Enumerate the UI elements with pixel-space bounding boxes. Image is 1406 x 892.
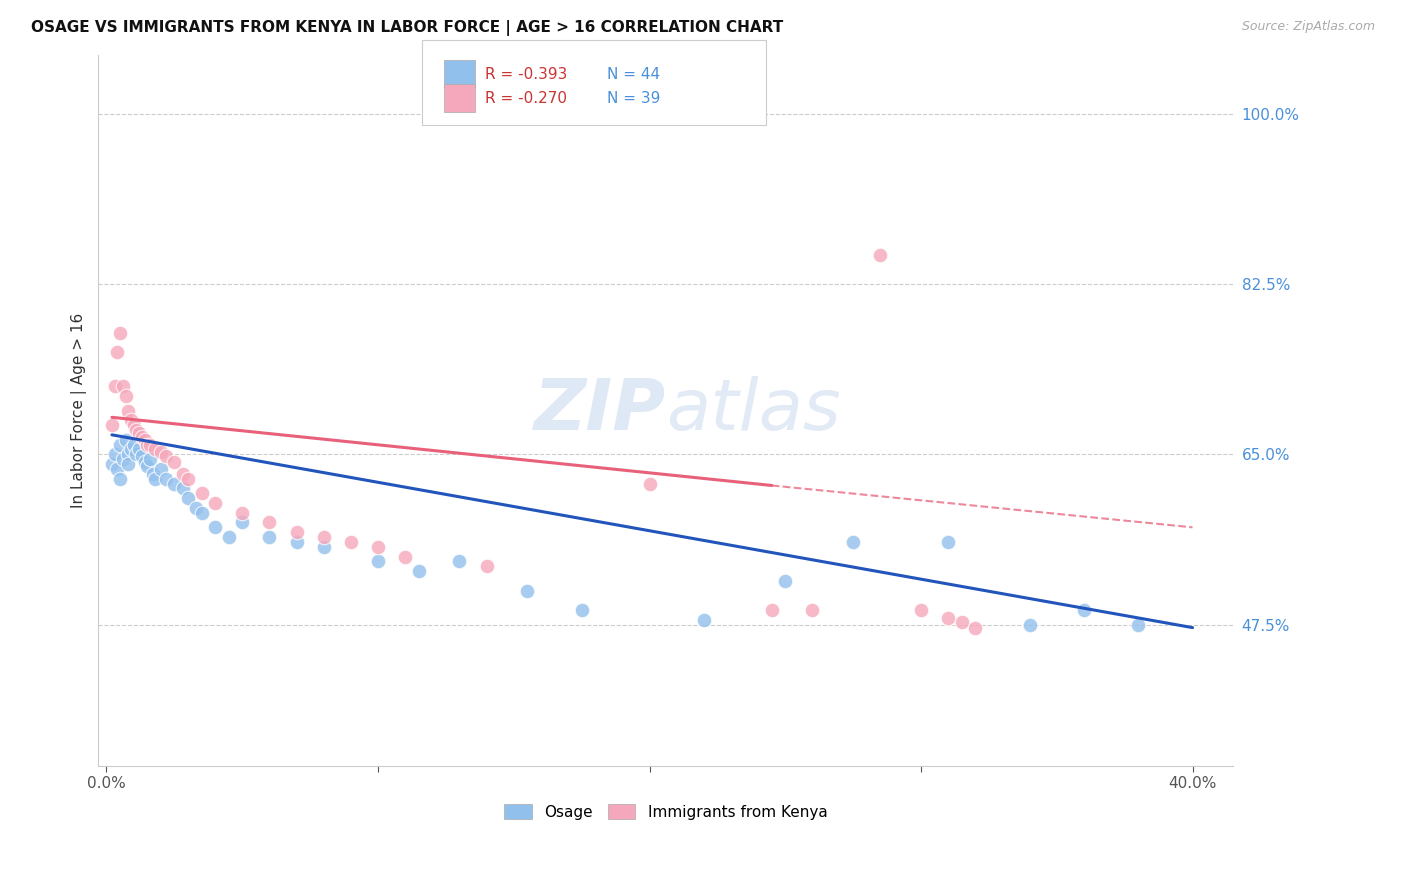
Point (340, 535, 363, 549)
Point (155, 450, 177, 464)
Point (231, 506, 253, 520)
Point (172, 482, 194, 496)
Point (101, 457, 124, 471)
Point (142, 467, 165, 481)
Legend: Osage, Immigrants from Kenya: Osage, Immigrants from Kenya (498, 797, 834, 826)
Point (139, 437, 162, 451)
Point (128, 425, 150, 440)
Point (134, 455, 156, 469)
Point (145, 442, 167, 457)
Point (108, 326, 131, 340)
Point (231, 516, 253, 530)
Point (285, 535, 308, 549)
Text: OSAGE VS IMMIGRANTS FROM KENYA IN LABOR FORCE | AGE > 16 CORRELATION CHART: OSAGE VS IMMIGRANTS FROM KENYA IN LABOR … (31, 20, 783, 36)
Text: Source: ZipAtlas.com: Source: ZipAtlas.com (1241, 20, 1375, 33)
Point (122, 437, 145, 451)
Point (204, 520, 226, 534)
Point (120, 413, 142, 427)
Point (475, 559, 498, 574)
Point (104, 379, 127, 393)
Text: R = -0.270: R = -0.270 (485, 91, 567, 105)
Point (312, 530, 335, 544)
Point (155, 472, 177, 486)
Point (367, 554, 389, 568)
Point (693, 613, 716, 627)
Text: N = 44: N = 44 (607, 67, 661, 81)
Point (204, 496, 226, 510)
Point (775, 574, 797, 588)
Point (408, 564, 430, 578)
Y-axis label: In Labor Force | Age > 16: In Labor Force | Age > 16 (72, 313, 87, 508)
Point (114, 433, 136, 447)
Point (125, 423, 148, 437)
Point (516, 583, 538, 598)
Point (259, 530, 281, 544)
Point (285, 525, 308, 540)
Point (101, 418, 124, 433)
Point (177, 472, 200, 486)
Point (1128, 617, 1150, 632)
Point (105, 462, 128, 476)
Point (117, 447, 139, 461)
Point (134, 433, 156, 447)
Point (163, 455, 186, 469)
Point (910, 603, 932, 617)
Text: N = 39: N = 39 (607, 91, 661, 105)
Point (125, 447, 148, 461)
Text: ZIP: ZIP (533, 376, 666, 445)
Point (638, 476, 661, 491)
Point (449, 554, 471, 568)
Point (111, 452, 134, 467)
Point (108, 472, 131, 486)
Point (936, 535, 959, 549)
Point (117, 403, 139, 417)
Point (149, 445, 172, 459)
Point (139, 452, 162, 467)
Point (128, 442, 150, 457)
Point (936, 611, 959, 625)
Point (149, 462, 172, 476)
Point (312, 540, 335, 554)
Point (131, 430, 153, 444)
Point (145, 472, 167, 486)
Point (105, 345, 128, 359)
Point (394, 549, 416, 564)
Point (869, 248, 891, 262)
Text: R = -0.393: R = -0.393 (485, 67, 568, 81)
Point (177, 491, 200, 505)
Point (571, 603, 593, 617)
Point (122, 418, 145, 433)
Point (120, 442, 142, 457)
Text: atlas: atlas (666, 376, 841, 445)
Point (114, 389, 136, 403)
Point (1073, 603, 1095, 617)
Point (117, 457, 139, 471)
Point (801, 603, 824, 617)
Point (218, 530, 240, 544)
Point (190, 506, 212, 520)
Point (172, 467, 194, 481)
Point (190, 486, 212, 500)
Point (259, 516, 281, 530)
Point (950, 615, 973, 629)
Point (965, 621, 987, 635)
Point (761, 603, 783, 617)
Point (131, 450, 153, 464)
Point (163, 476, 186, 491)
Point (1018, 617, 1040, 632)
Point (111, 379, 134, 393)
Point (136, 437, 159, 451)
Point (108, 437, 131, 451)
Point (842, 535, 865, 549)
Point (104, 447, 127, 461)
Point (136, 458, 159, 473)
Point (367, 540, 389, 554)
Point (184, 500, 207, 515)
